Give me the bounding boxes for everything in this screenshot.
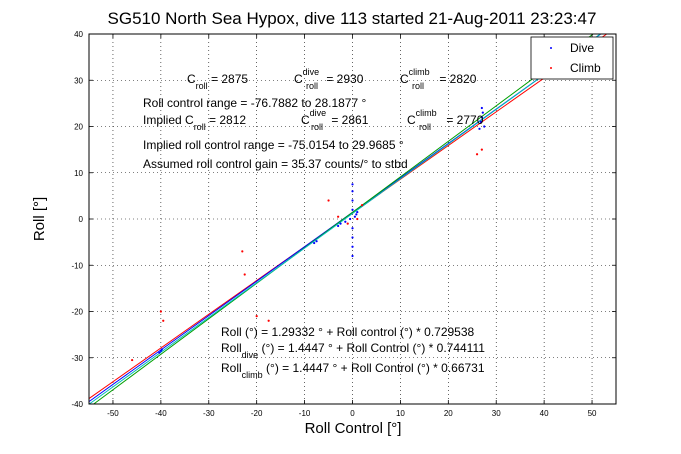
- y-tick-label: 30: [74, 76, 83, 85]
- legend-dive-marker: [550, 47, 552, 49]
- y-axis-label: Roll [°]: [31, 197, 48, 241]
- data-point-climb: [162, 319, 165, 322]
- legend-climb-marker: [550, 67, 552, 69]
- data-point-dive: [351, 183, 354, 186]
- y-tick-label: -40: [71, 400, 83, 409]
- legend-dive-label: Dive: [570, 41, 594, 55]
- y-tick-label: 10: [74, 169, 83, 178]
- data-point-climb: [159, 310, 162, 313]
- x-tick-label: 50: [588, 409, 597, 418]
- x-tick-label: 40: [540, 409, 549, 418]
- y-tick-label: -30: [71, 354, 83, 363]
- c-roll-dive-text: Cdive roll = 2930: [294, 67, 364, 91]
- legend-climb-label: Climb: [570, 61, 601, 75]
- x-axis-label: Roll Control [°]: [305, 420, 402, 437]
- fit-line: [89, 33, 601, 405]
- data-point-dive: [351, 254, 354, 258]
- equation-roll-dive: Rolldive (°) = 1.4447 ° + Roll Control (…: [221, 341, 485, 360]
- data-point-dive: [351, 236, 354, 239]
- data-point-dive: [353, 215, 356, 218]
- data-point-dive: [480, 116, 483, 119]
- implied-c-roll-text: Implied Croll = 2812: [143, 113, 246, 132]
- grid: [89, 33, 616, 405]
- y-tick-label: 40: [74, 30, 83, 39]
- y-tick-label: -20: [71, 308, 83, 317]
- y-tick-label: 0: [79, 215, 84, 224]
- x-tick-label: 30: [492, 409, 501, 418]
- data-point-climb: [327, 199, 330, 202]
- data-point-dive: [351, 245, 354, 248]
- equation-roll: Roll (°) = 1.29332 ° + Roll control (°) …: [221, 325, 475, 339]
- data-point-climb: [480, 148, 483, 151]
- x-tick-label: -30: [203, 409, 215, 418]
- data-point-dive: [479, 120, 482, 123]
- data-point-dive: [351, 227, 354, 230]
- x-tick-label: -20: [251, 409, 263, 418]
- data-point-climb: [241, 250, 244, 253]
- data-point-dive: [351, 190, 354, 193]
- y-tick-label: 20: [74, 123, 83, 132]
- data-point-climb: [360, 204, 364, 207]
- data-point-dive: [483, 125, 486, 128]
- data-point-climb: [243, 273, 246, 276]
- annotations: Croll = 2875 Cdive roll = 2930 Cclimb roll…: [143, 67, 485, 380]
- x-tick-label: -50: [107, 409, 119, 418]
- data-point-dive: [158, 351, 161, 354]
- equation-roll-climb: Rollclimb (°) = 1.4447 ° + Roll Control …: [221, 361, 485, 380]
- x-ticks: -50 -40 -30 -20 -10 0 10 20 30 40 50: [107, 34, 597, 418]
- fit-lines: [88, 33, 607, 405]
- data-point-dive: [480, 106, 483, 110]
- data-point-dive: [349, 217, 352, 221]
- implied-c-roll-dive-text: Cdive roll = 2861: [301, 108, 369, 132]
- x-tick-label: -40: [155, 409, 167, 418]
- data-point-dive: [351, 208, 354, 211]
- data-points: [131, 106, 486, 362]
- data-point-climb: [475, 153, 479, 156]
- data-point-dive: [478, 127, 481, 130]
- fit-line: [93, 33, 594, 405]
- data-point-dive: [481, 111, 484, 114]
- data-point-climb: [255, 315, 258, 318]
- data-point-climb: [267, 319, 270, 322]
- data-point-dive: [313, 241, 316, 245]
- data-point-dive: [351, 199, 354, 202]
- data-point-dive: [344, 220, 347, 223]
- roll-range-text: Roll control range = -76.7882 to 28.1877…: [143, 96, 366, 110]
- data-point-climb: [346, 222, 349, 225]
- data-point-dive: [337, 224, 340, 228]
- x-tick-label: 10: [396, 409, 405, 418]
- data-point-climb: [356, 217, 359, 221]
- gain-text: Assumed roll control gain = 35.37 counts…: [143, 157, 408, 171]
- x-tick-label: 0: [350, 409, 355, 418]
- implied-range-text: Implied roll control range = -75.0154 to…: [143, 138, 404, 152]
- legend-box: [530, 36, 614, 80]
- data-point-dive: [356, 210, 359, 214]
- data-point-climb: [337, 215, 340, 218]
- y-tick-label: -10: [71, 261, 83, 270]
- implied-c-roll-climb-text: Cclimb roll = 2770: [407, 108, 484, 132]
- x-tick-label: 20: [444, 409, 453, 418]
- data-point-dive: [355, 213, 358, 216]
- data-point-dive: [160, 348, 163, 351]
- x-tick-label: -10: [299, 409, 311, 418]
- legend: Dive Climb: [530, 36, 614, 80]
- data-point-dive: [339, 222, 342, 225]
- data-point-climb: [131, 358, 134, 362]
- c-roll-text: Croll = 2875: [187, 72, 248, 91]
- c-roll-climb-text: Cclimb roll = 2820: [400, 67, 477, 91]
- data-point-dive: [315, 240, 318, 243]
- y-ticks: 40 30 20 10 0 -10 -20 -30 -40: [71, 30, 616, 409]
- chart-title: SG510 North Sea Hypox, dive 113 started …: [108, 9, 597, 28]
